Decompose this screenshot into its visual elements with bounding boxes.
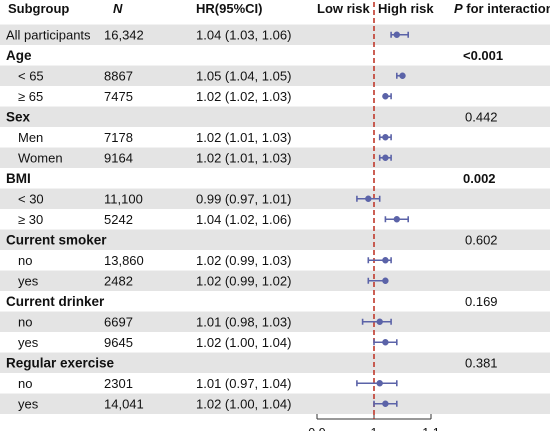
p-interaction-value: <0.001 bbox=[463, 48, 503, 63]
subgroup-label: yes bbox=[18, 335, 39, 350]
row-stripe bbox=[0, 24, 550, 45]
n-value: 2301 bbox=[104, 376, 133, 391]
hr-ci-text: 1.02 (1.00, 1.04) bbox=[196, 396, 291, 411]
n-value: 8867 bbox=[104, 68, 133, 83]
group-heading: Regular exercise bbox=[6, 355, 115, 370]
subgroup-label: no bbox=[18, 314, 32, 329]
point-estimate bbox=[382, 339, 389, 346]
n-value: 7475 bbox=[104, 89, 133, 104]
subgroup-label: ≥ 65 bbox=[18, 89, 43, 104]
n-value: 13,860 bbox=[104, 253, 144, 268]
point-estimate bbox=[393, 216, 400, 223]
header-hr: HR(95%CI) bbox=[196, 1, 262, 16]
n-value: 16,342 bbox=[104, 27, 144, 42]
header-p-prefix: P bbox=[454, 1, 463, 16]
hr-ci-text: 1.02 (1.02, 1.03) bbox=[196, 89, 291, 104]
point-estimate bbox=[365, 195, 372, 202]
subgroup-label: no bbox=[18, 253, 32, 268]
group-heading: BMI bbox=[6, 171, 31, 186]
n-value: 11,100 bbox=[104, 191, 143, 206]
hr-ci-text: 1.02 (0.99, 1.03) bbox=[196, 253, 291, 268]
subgroup-label: < 65 bbox=[18, 68, 44, 83]
n-value: 5242 bbox=[104, 212, 133, 227]
point-estimate bbox=[382, 134, 389, 141]
p-interaction-value: 0.002 bbox=[463, 171, 496, 186]
row-stripe bbox=[0, 229, 550, 250]
point-estimate bbox=[382, 93, 389, 100]
header-p-interaction: P for interaction bbox=[454, 1, 550, 16]
point-estimate bbox=[382, 257, 389, 264]
x-tick-label: 1 bbox=[371, 426, 378, 431]
row-stripe bbox=[0, 311, 550, 332]
hr-ci-text: 1.02 (1.01, 1.03) bbox=[196, 150, 291, 165]
row-stripe bbox=[0, 270, 550, 291]
hr-ci-text: 1.04 (1.02, 1.06) bbox=[196, 212, 291, 227]
x-axis: 0.9 1 1.1 bbox=[308, 414, 440, 431]
subgroup-label: yes bbox=[18, 273, 39, 288]
n-value: 9164 bbox=[104, 150, 133, 165]
table-rows: All participants 16,342 1.04 (1.03, 1.06) A… bbox=[6, 27, 503, 411]
n-value: 6697 bbox=[104, 314, 133, 329]
header-low-risk: Low risk bbox=[317, 1, 371, 16]
n-value: 2482 bbox=[104, 273, 133, 288]
p-interaction-value: 0.381 bbox=[465, 355, 498, 370]
n-value: 7178 bbox=[104, 130, 133, 145]
header-subgroup: Subgroup bbox=[8, 1, 69, 16]
x-tick-label: 1.1 bbox=[422, 426, 439, 431]
hr-ci-text: 1.05 (1.04, 1.05) bbox=[196, 68, 291, 83]
subgroup-label: no bbox=[18, 376, 32, 391]
row-stripes bbox=[0, 24, 550, 414]
point-estimate bbox=[382, 154, 389, 161]
point-estimate bbox=[399, 72, 406, 79]
point-estimate bbox=[382, 400, 389, 407]
p-interaction-value: 0.602 bbox=[465, 232, 498, 247]
estimate-marks bbox=[356, 31, 410, 407]
group-heading: Age bbox=[6, 48, 32, 63]
subgroup-label: Women bbox=[18, 150, 63, 165]
row-stripe bbox=[0, 65, 550, 86]
header-high-risk: High risk bbox=[378, 1, 434, 16]
subgroup-label: < 30 bbox=[18, 191, 44, 206]
header-n: N bbox=[113, 1, 123, 16]
hr-ci-text: 1.04 (1.03, 1.06) bbox=[196, 27, 291, 42]
subgroup-label: ≥ 30 bbox=[18, 212, 43, 227]
hr-ci-text: 1.02 (1.01, 1.03) bbox=[196, 130, 291, 145]
subgroup-label: Men bbox=[18, 130, 43, 145]
group-heading: Current drinker bbox=[6, 294, 105, 309]
p-interaction-value: 0.169 bbox=[465, 294, 498, 309]
n-value: 14,041 bbox=[104, 396, 144, 411]
row-stripe bbox=[0, 393, 550, 414]
group-heading: Sex bbox=[6, 109, 31, 124]
x-tick-label: 0.9 bbox=[308, 426, 325, 431]
hr-ci-text: 1.01 (0.98, 1.03) bbox=[196, 314, 291, 329]
group-heading: Current smoker bbox=[6, 232, 107, 247]
row-stripe bbox=[0, 147, 550, 168]
point-estimate bbox=[382, 277, 389, 284]
row-stripe bbox=[0, 352, 550, 373]
hr-ci-text: 1.02 (0.99, 1.02) bbox=[196, 273, 291, 288]
n-value: 9645 bbox=[104, 335, 133, 350]
row-stripe bbox=[0, 106, 550, 127]
p-interaction-value: 0.442 bbox=[465, 109, 498, 124]
point-estimate bbox=[376, 380, 383, 387]
subgroup-label: All participants bbox=[6, 27, 91, 42]
point-estimate bbox=[393, 31, 400, 38]
hr-ci-text: 1.02 (1.00, 1.04) bbox=[196, 335, 291, 350]
hr-ci-text: 1.01 (0.97, 1.04) bbox=[196, 376, 291, 391]
row-stripe bbox=[0, 188, 550, 209]
point-estimate bbox=[376, 318, 383, 325]
subgroup-label: yes bbox=[18, 396, 39, 411]
hr-ci-text: 0.99 (0.97, 1.01) bbox=[196, 191, 291, 206]
header-p-suffix: for interaction bbox=[463, 1, 550, 16]
